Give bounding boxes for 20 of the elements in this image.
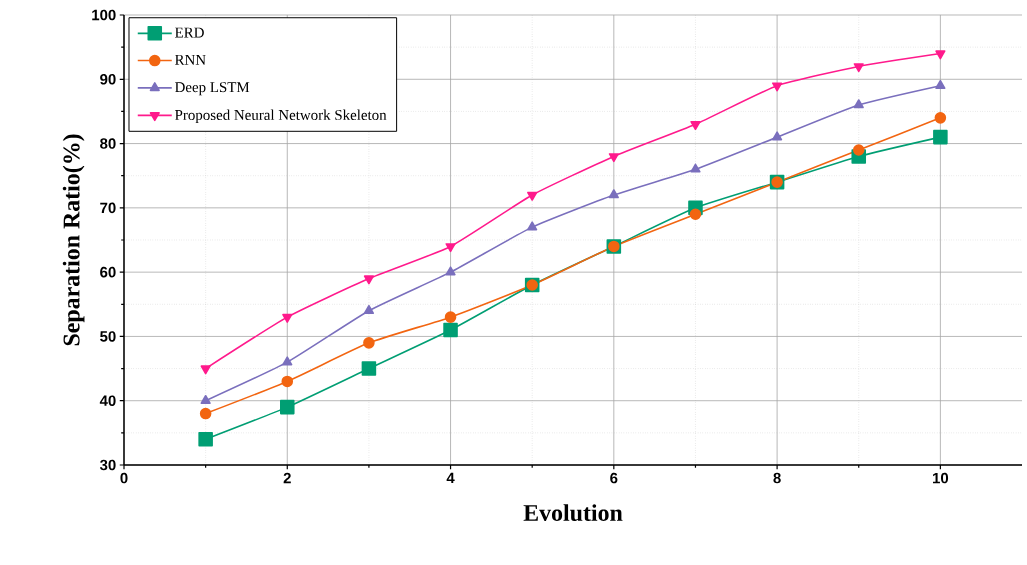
legend-label: Proposed Neural Network Skeleton: [175, 109, 387, 124]
y-tick-label: 80: [100, 138, 116, 149]
y-tick-label: 30: [99, 459, 116, 471]
y-axis-title: Separation Ratio(%): [62, 134, 85, 346]
y-tick-label: 70: [100, 202, 116, 214]
x-tick-label: 6: [610, 472, 618, 484]
x-tick-label: 4: [446, 472, 455, 484]
x-tick-label: 0: [120, 472, 128, 484]
legend-label: Deep LSTM: [175, 82, 250, 96]
y-tick-label: 50: [100, 331, 116, 342]
x-tick-label: 8: [773, 472, 781, 484]
y-tick-label: 100: [92, 9, 116, 21]
x-tick-label: 10: [933, 472, 949, 484]
legend-label: ERD: [175, 27, 204, 38]
x-tick-label: 2: [283, 472, 291, 484]
y-tick-label: 40: [99, 395, 116, 406]
y-tick-label: 90: [100, 73, 116, 85]
x-axis-title: Evolution: [523, 504, 623, 522]
y-tick-label: 60: [100, 266, 116, 278]
legend-label: RNN: [175, 54, 206, 65]
